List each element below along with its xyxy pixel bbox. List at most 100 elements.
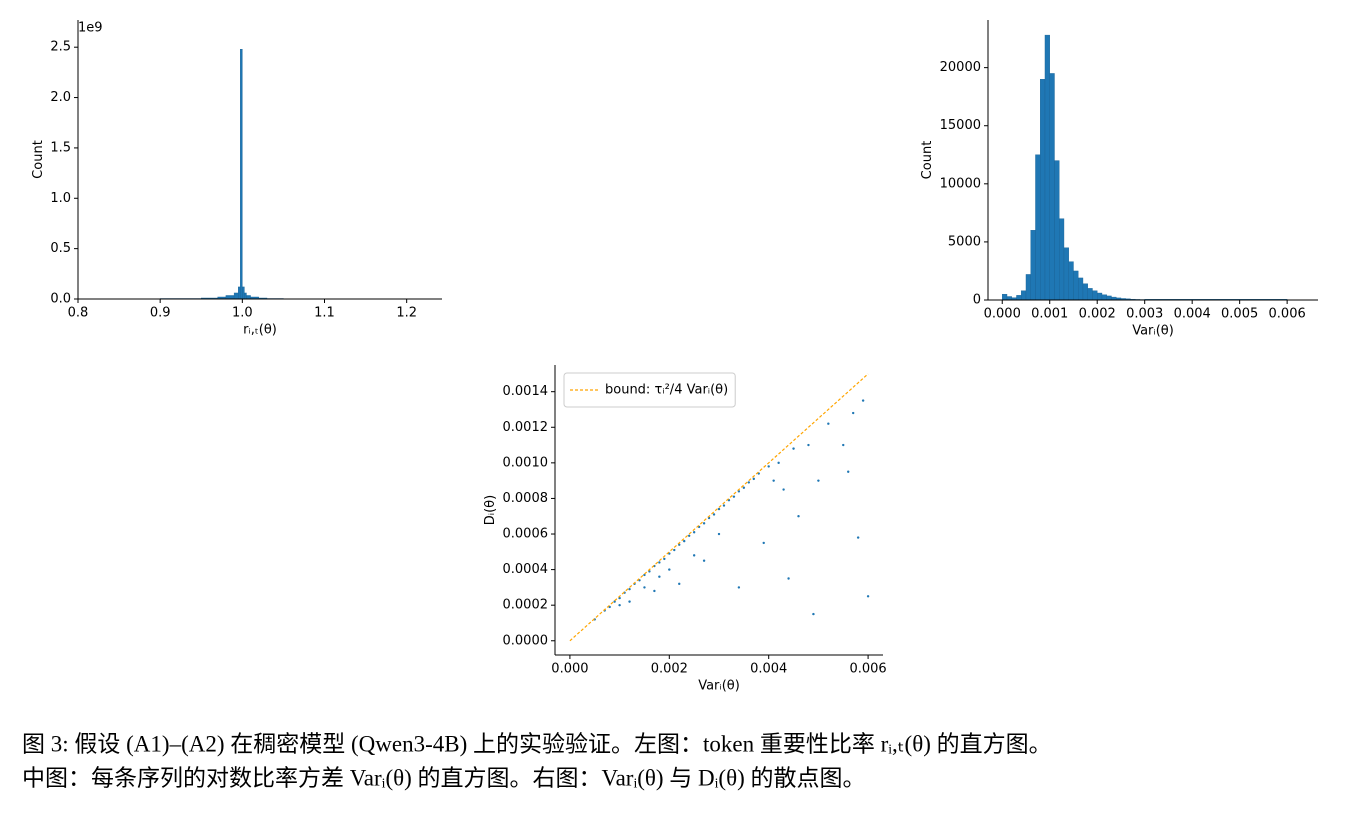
x-tick-label: 1.1 bbox=[314, 306, 335, 321]
x-tick-label: 0.000 bbox=[984, 307, 1021, 322]
scatter-point bbox=[658, 575, 661, 578]
x-tick-label: 0.002 bbox=[651, 662, 688, 677]
axis-offset: 1e9 bbox=[78, 21, 103, 36]
x-tick-label: 0.8 bbox=[68, 306, 89, 321]
bar bbox=[1040, 79, 1046, 301]
scatter-point bbox=[643, 573, 646, 577]
y-tick-label: 2.0 bbox=[50, 90, 71, 105]
y-tick-label: 0.0000 bbox=[503, 633, 549, 648]
scatter-point bbox=[683, 539, 686, 543]
legend-box bbox=[563, 372, 736, 408]
x-tick-label: 0.006 bbox=[849, 662, 886, 677]
bar bbox=[1087, 288, 1093, 301]
y-tick-label: 5000 bbox=[948, 234, 981, 249]
x-tick-label: 1.2 bbox=[396, 306, 417, 321]
scatter-point bbox=[687, 534, 691, 537]
scatter-point bbox=[807, 443, 810, 447]
bar bbox=[1025, 274, 1031, 301]
bar bbox=[1035, 154, 1041, 301]
x-axis-label: rᵢ,ₜ(θ) bbox=[243, 323, 277, 338]
y-tick-label: 0.0002 bbox=[503, 598, 549, 613]
bar bbox=[244, 292, 247, 300]
x-tick-label: 1.0 bbox=[232, 306, 253, 321]
bar bbox=[1030, 230, 1036, 301]
bar bbox=[1063, 247, 1069, 301]
scatter-point bbox=[628, 600, 631, 603]
scatter-point bbox=[787, 577, 790, 580]
x-tick-label: 0.004 bbox=[1174, 307, 1211, 322]
scatter-point bbox=[812, 612, 815, 616]
scatter-point bbox=[792, 447, 795, 450]
y-axis-label: Count bbox=[31, 140, 46, 179]
y-tick-label: 10000 bbox=[940, 176, 981, 191]
scatter-point bbox=[782, 488, 785, 491]
x-tick-label: 0.002 bbox=[1079, 307, 1116, 322]
x-tick-label: 0.000 bbox=[551, 662, 588, 677]
scatter-point bbox=[702, 559, 706, 562]
scatter-point bbox=[717, 507, 721, 511]
scatter-point bbox=[772, 479, 775, 482]
x-axis-label: Varᵢ(θ) bbox=[1132, 324, 1174, 339]
scatter-point bbox=[737, 586, 741, 589]
caption-line: 图 3: 假设 (A1)–(A2) 在稠密模型 (Qwen3-4B) 上的实验验… bbox=[22, 731, 1052, 756]
bar bbox=[1021, 290, 1027, 301]
scatter-point bbox=[762, 541, 765, 545]
bar bbox=[1097, 292, 1103, 301]
bar bbox=[1006, 296, 1012, 301]
bar bbox=[1044, 34, 1050, 301]
scatter-point bbox=[747, 481, 751, 484]
scatter-point bbox=[668, 568, 671, 571]
x-tick-label: 0.006 bbox=[1269, 307, 1306, 322]
bar bbox=[1106, 295, 1112, 301]
scatter-point bbox=[752, 477, 755, 481]
bar bbox=[1059, 218, 1065, 301]
x-tick-label: 0.001 bbox=[1031, 307, 1068, 322]
bar bbox=[1092, 290, 1098, 301]
scatter-point bbox=[717, 532, 721, 536]
y-tick-label: 0.0006 bbox=[503, 527, 549, 542]
scatter-point bbox=[777, 461, 780, 465]
legend-label: bound: τᵢ²/4 Varᵢ(θ) bbox=[605, 383, 728, 398]
scatter-point bbox=[712, 513, 716, 516]
y-tick-label: 1.5 bbox=[50, 140, 71, 155]
bar bbox=[238, 286, 241, 300]
x-axis-label: Varᵢ(θ) bbox=[698, 679, 740, 694]
bar bbox=[1054, 160, 1060, 301]
bar bbox=[1002, 293, 1008, 301]
bar bbox=[1049, 73, 1055, 301]
y-tick-label: 15000 bbox=[940, 118, 981, 133]
y-tick-label: 0.0010 bbox=[503, 455, 549, 470]
bar bbox=[242, 286, 245, 300]
bar bbox=[225, 295, 235, 300]
scatter-point bbox=[618, 603, 621, 607]
scatter-point bbox=[856, 536, 860, 539]
bar bbox=[1073, 270, 1079, 301]
bar bbox=[1082, 283, 1088, 301]
scatter-point bbox=[692, 531, 696, 534]
scatter-point bbox=[851, 411, 855, 415]
y-tick-label: 0.0012 bbox=[503, 420, 549, 435]
bar bbox=[1078, 277, 1084, 301]
y-tick-label: 0.0014 bbox=[503, 384, 549, 399]
x-tick-label: 0.004 bbox=[750, 662, 787, 677]
bar bbox=[233, 292, 239, 300]
y-tick-label: 0.0 bbox=[50, 292, 71, 307]
y-tick-label: 1.0 bbox=[50, 191, 71, 206]
scatter-point bbox=[658, 561, 661, 564]
scatter-point bbox=[847, 470, 850, 473]
bound-line bbox=[569, 373, 869, 642]
bar bbox=[246, 295, 251, 300]
scatter-point bbox=[861, 399, 865, 402]
scatter-point bbox=[732, 495, 736, 498]
y-tick-label: 20000 bbox=[940, 60, 981, 75]
x-tick-label: 0.005 bbox=[1221, 307, 1258, 322]
scatter-point bbox=[663, 557, 666, 561]
bar bbox=[240, 49, 243, 300]
scatter-point bbox=[866, 595, 870, 598]
x-tick-label: 0.9 bbox=[150, 306, 171, 321]
x-tick-label: 0.003 bbox=[1126, 307, 1163, 322]
scatter-point bbox=[678, 582, 681, 586]
scatter-point bbox=[628, 587, 631, 591]
scatter-point bbox=[722, 504, 726, 507]
